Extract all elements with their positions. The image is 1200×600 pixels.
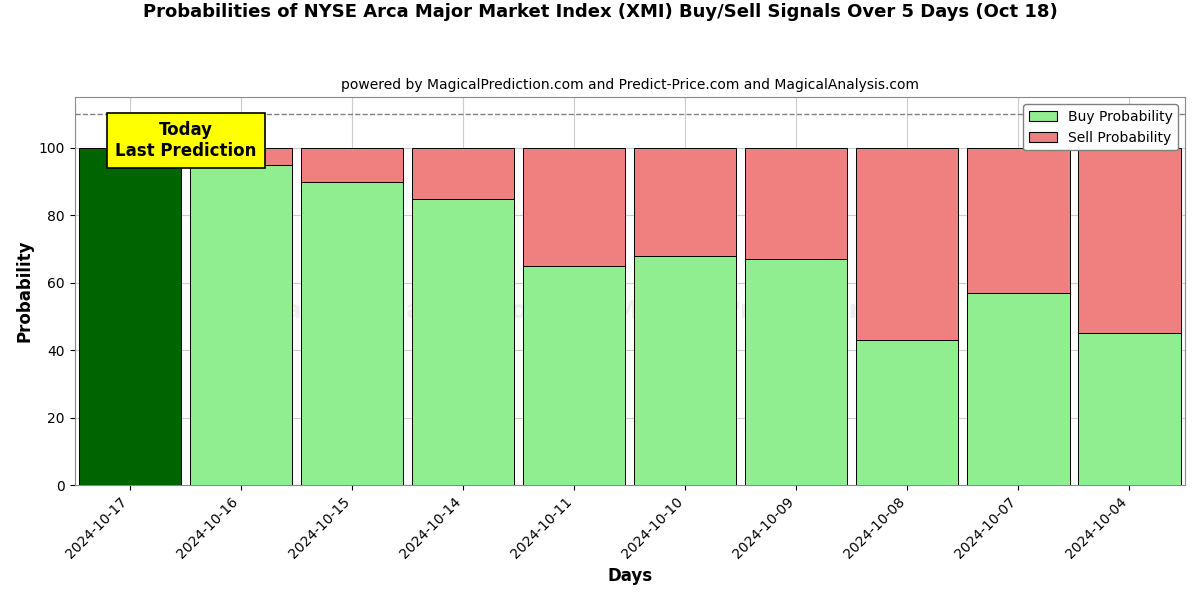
Bar [301, 182, 403, 485]
Bar [1079, 334, 1181, 485]
Y-axis label: Probability: Probability [16, 240, 34, 343]
Legend: Buy Probability, Sell Probability: Buy Probability, Sell Probability [1024, 104, 1178, 151]
Bar [745, 148, 847, 259]
Bar [857, 340, 959, 485]
Bar [967, 293, 1069, 485]
Bar [412, 199, 515, 485]
Bar [301, 148, 403, 182]
Title: powered by MagicalPrediction.com and Predict-Price.com and MagicalAnalysis.com: powered by MagicalPrediction.com and Pre… [341, 78, 919, 92]
Bar [79, 148, 181, 485]
Text: MagicalAnalysis.com: MagicalAnalysis.com [260, 299, 554, 323]
Text: Probabilities of NYSE Arca Major Market Index (XMI) Buy/Sell Signals Over 5 Days: Probabilities of NYSE Arca Major Market … [143, 3, 1057, 21]
Bar [1079, 148, 1181, 334]
Text: Today
Last Prediction: Today Last Prediction [115, 121, 257, 160]
Bar [190, 148, 293, 165]
Bar [523, 148, 625, 266]
X-axis label: Days: Days [607, 567, 653, 585]
Bar [635, 256, 737, 485]
Bar [857, 148, 959, 340]
Bar [523, 266, 625, 485]
Bar [635, 148, 737, 256]
Bar [745, 259, 847, 485]
Bar [967, 148, 1069, 293]
Bar [412, 148, 515, 199]
Text: MagicalPrediction.com: MagicalPrediction.com [613, 299, 935, 323]
Bar [190, 165, 293, 485]
